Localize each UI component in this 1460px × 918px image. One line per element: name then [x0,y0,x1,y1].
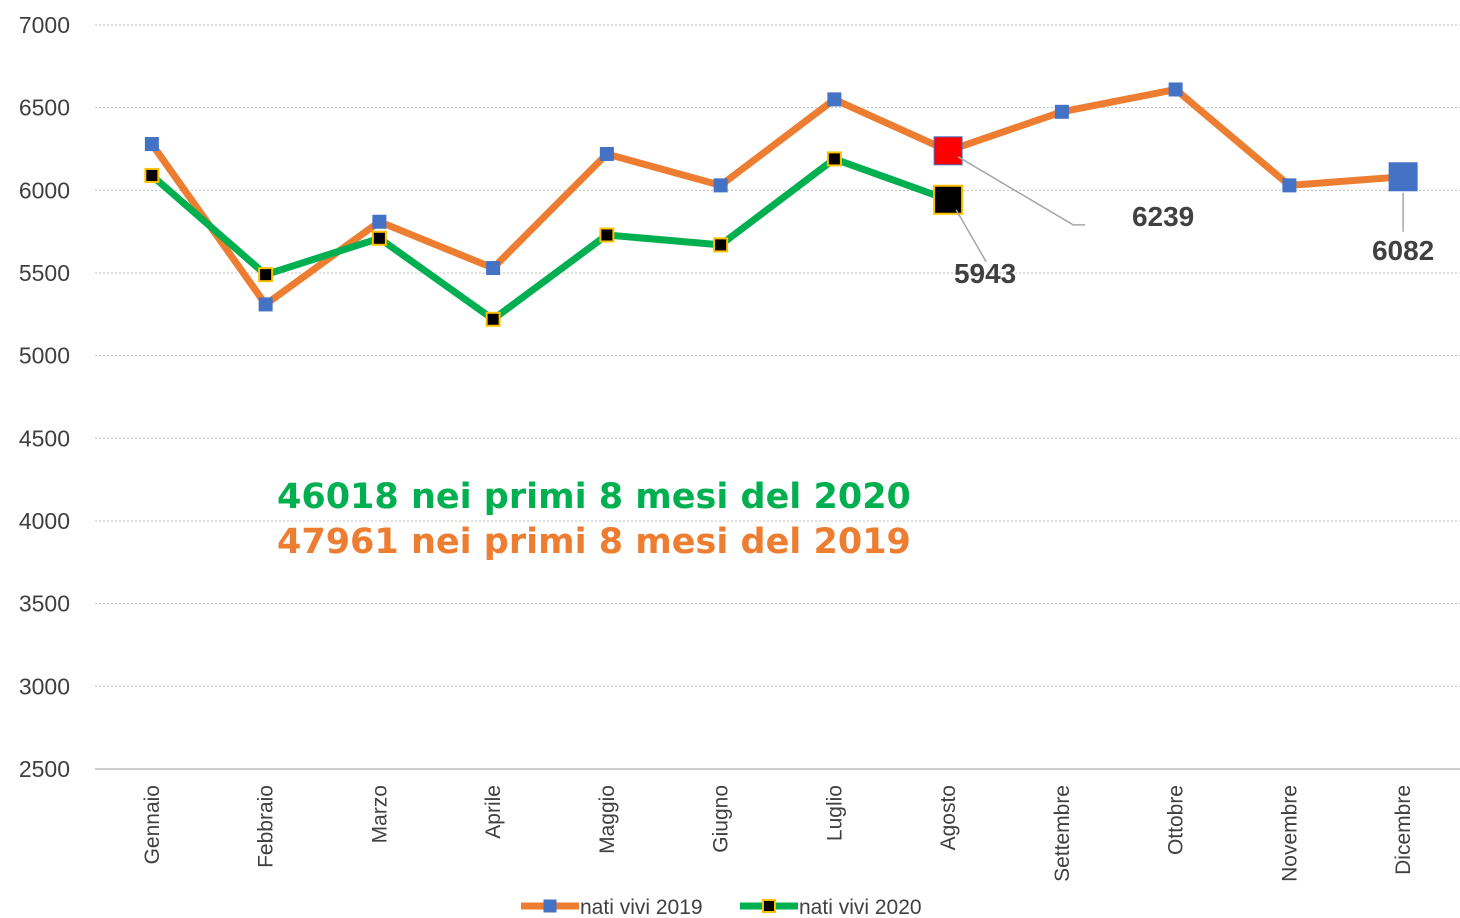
marker [1388,162,1418,192]
x-tick-label: Ottobre [1165,785,1188,855]
y-tick-label: 5500 [19,260,70,286]
y-tick-label: 6000 [19,177,70,203]
marker [599,146,614,161]
marker [144,137,159,152]
marker [371,230,387,246]
marker [486,261,501,276]
data-label: 5943 [954,258,1016,289]
y-tick-label: 4500 [19,425,70,451]
marker [485,311,501,327]
marker [713,178,728,193]
marker [372,214,387,229]
y-tick-label: 3500 [19,591,70,617]
y-tick-label: 6500 [19,95,70,121]
marker [713,237,729,253]
marker [933,184,964,215]
marker [933,136,963,166]
data-label: 6239 [1132,201,1194,232]
x-tick-label: Dicembre [1392,785,1415,875]
y-tick-label: 7000 [19,12,70,38]
x-tick-label: Febbraio [255,785,278,868]
x-tick-label: Agosto [937,785,960,850]
marker [1054,104,1069,119]
x-tick-label: Giugno [710,785,733,853]
legend-marker [762,899,776,913]
marker [1282,178,1297,193]
x-tick-label: Luglio [823,785,846,841]
series-line [149,155,950,323]
x-tick-label: Gennaio [141,785,164,864]
y-tick-label: 5000 [19,343,70,369]
x-tick-label: Maggio [596,785,619,854]
x-tick-label: Settembre [1051,785,1074,882]
series-line [149,85,1404,308]
y-tick-label: 3000 [19,673,70,699]
legend-label: nati vivi 2019 [580,896,703,918]
x-tick-label: Novembre [1278,785,1301,882]
marker [599,227,615,243]
marker [258,267,274,283]
leader-line [955,209,987,263]
legend-marker [543,899,557,913]
annotation: 47961 nei primi 8 mesi del 2019 [277,522,911,562]
data-label: 6082 [1372,235,1434,266]
marker [258,297,273,312]
y-tick-label: 2500 [19,756,70,782]
marker [144,167,160,183]
marker [826,151,842,167]
legend-label: nati vivi 2020 [799,896,922,918]
x-tick-label: Aprile [482,785,505,839]
y-tick-label: 4000 [19,508,70,534]
leader-line [957,156,1086,226]
marker [1168,82,1183,97]
x-tick-label: Marzo [368,785,391,843]
marker [827,92,842,107]
annotation: 46018 nei primi 8 mesi del 2020 [277,477,911,517]
